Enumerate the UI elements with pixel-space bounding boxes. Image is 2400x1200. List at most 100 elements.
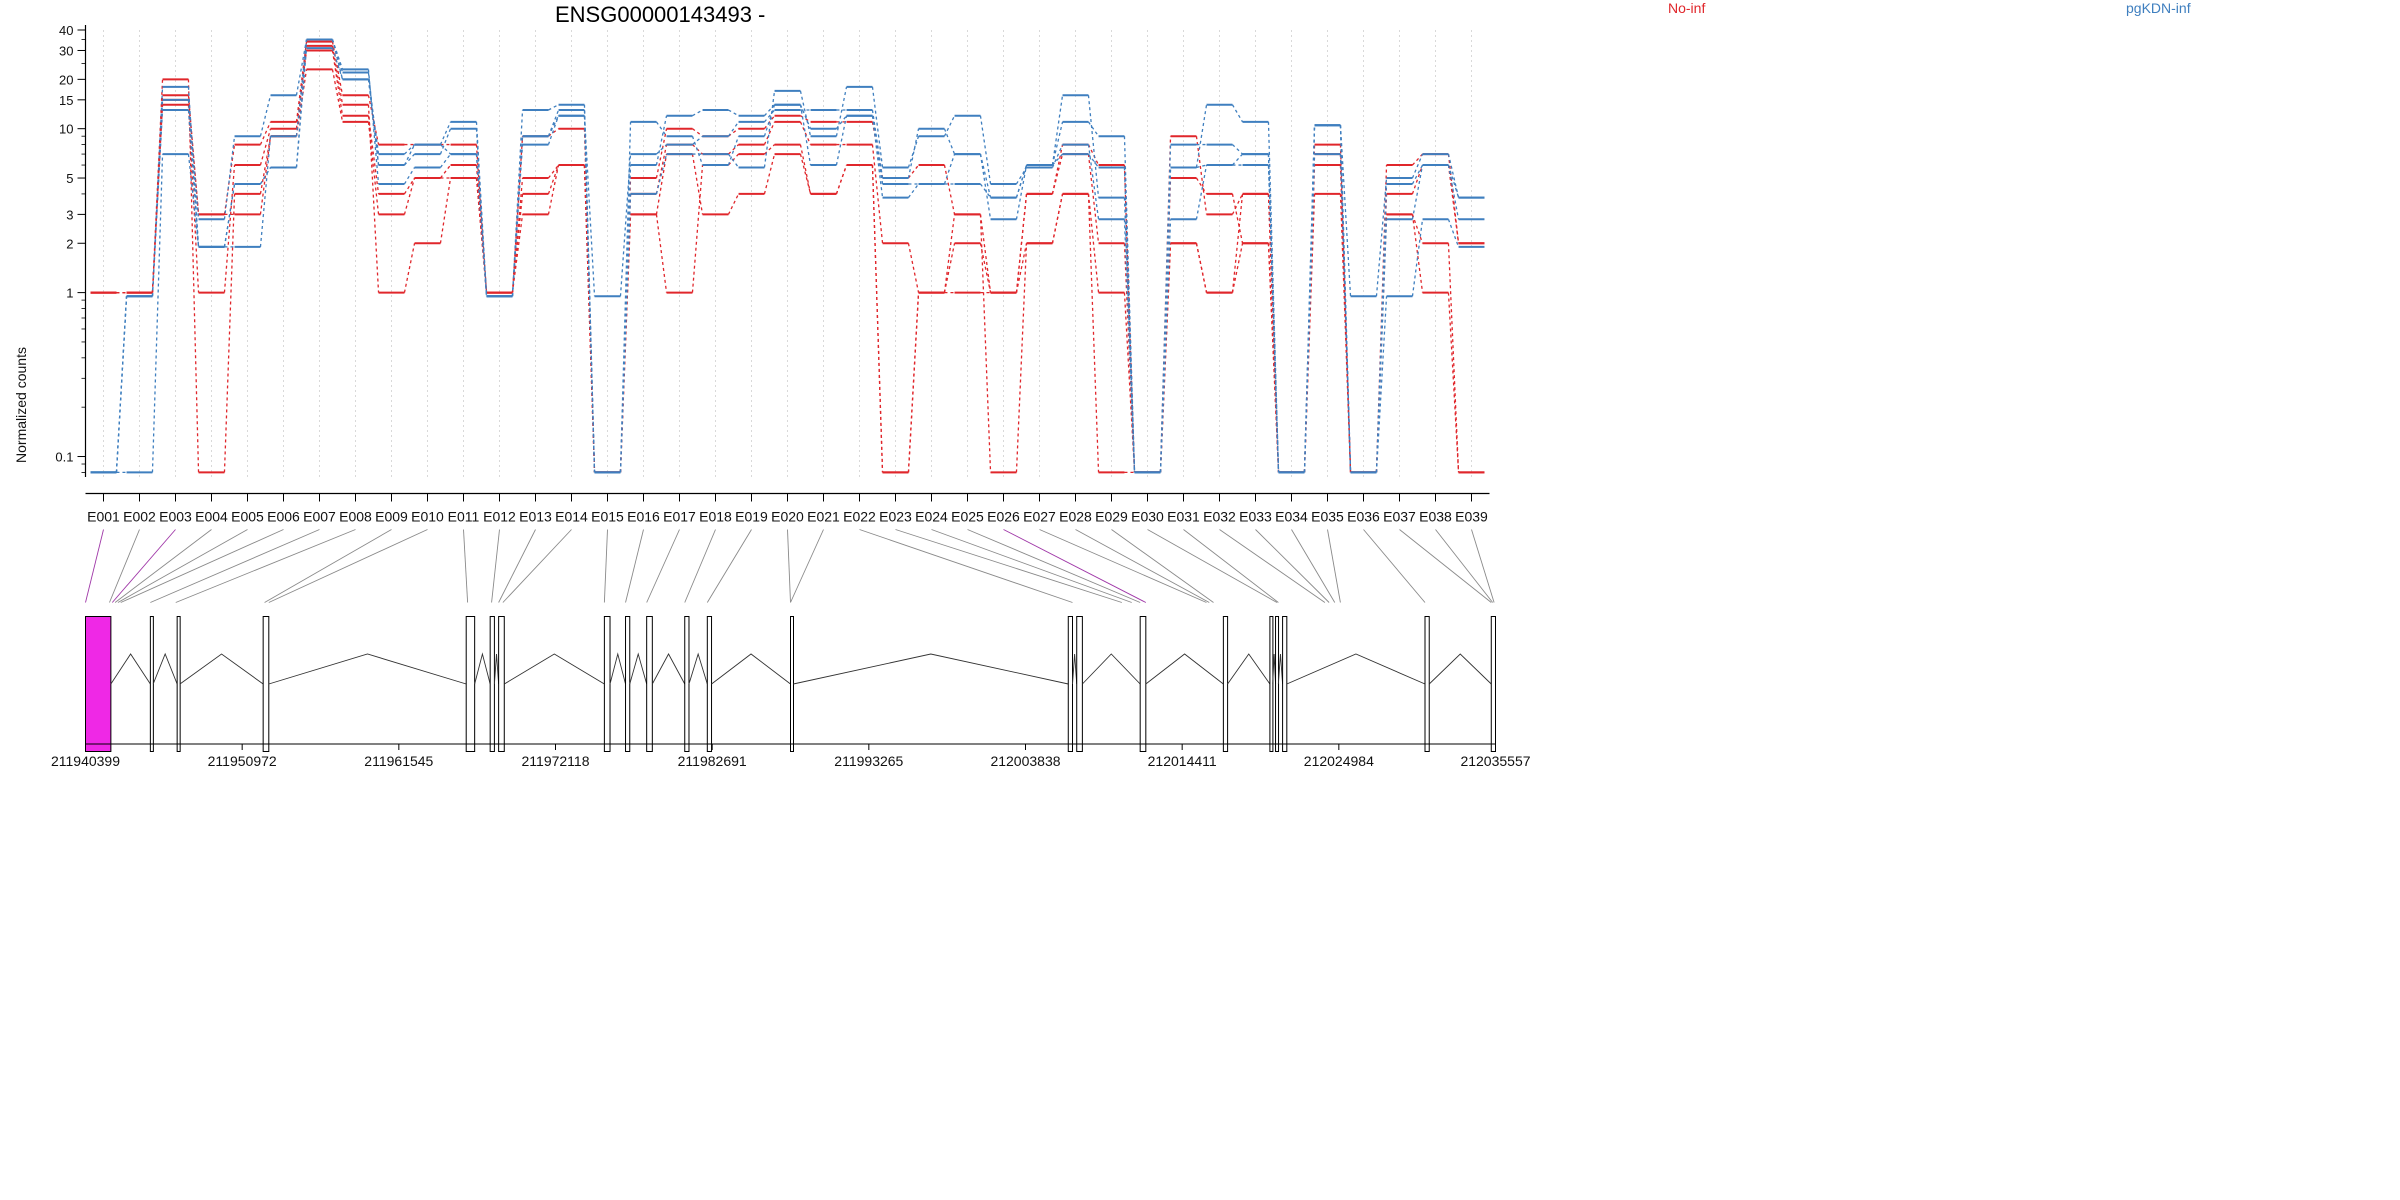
connector [1411,214,1424,244]
connector [439,121,452,145]
intron [1428,653,1492,685]
connector [295,69,308,137]
exon-block [706,616,713,752]
x-tick-label: E029 [1095,509,1128,525]
connector-E034 [1291,529,1336,603]
connector [223,144,236,215]
intron [1072,653,1078,685]
chart-title: ENSG00000143493 - [555,2,765,27]
y-tick-label: 3 [66,207,73,222]
connector-E006 [120,529,284,603]
connector [547,164,560,195]
connector [1303,125,1316,473]
connector [1267,243,1280,473]
x-tick-label: E031 [1167,509,1200,525]
connector [943,164,956,215]
connector [1231,193,1244,244]
intron [110,653,151,685]
x-tick-label: E021 [807,509,840,525]
connector [1447,219,1460,248]
connector-E037 [1399,529,1492,603]
connector [259,136,272,215]
connector [799,104,812,129]
connector-E011 [463,529,469,603]
coord-tick-label: 212035557 [1460,753,1530,769]
connector [727,153,740,168]
connector [1087,144,1100,220]
connector [728,109,739,117]
connector [151,109,164,297]
connector-E015 [603,529,608,603]
exon-block [790,616,794,752]
connector [403,167,416,185]
connector [907,164,920,179]
connector [655,128,668,179]
connector [259,121,272,145]
x-tick-label: E002 [123,509,156,525]
connector [404,144,415,155]
connector [223,193,236,473]
connector-E021 [790,529,824,603]
connector [259,95,272,137]
x-tick-label: E028 [1059,509,1092,525]
connector [692,135,703,146]
connector [1303,165,1316,473]
connector [403,153,416,166]
connector [871,144,884,244]
connector-E035 [1327,529,1341,603]
connector-E016 [625,529,644,603]
x-tick-label: E014 [555,509,588,525]
connector [655,153,668,215]
connector-E009 [264,529,392,603]
y-tick-label: 20 [59,72,73,87]
connector [331,39,344,70]
connector [727,153,740,166]
connector [692,128,703,137]
connector [187,79,200,473]
connector-E010 [268,529,428,603]
connector [799,90,812,137]
connector-E038 [1435,529,1494,603]
intron [474,652,491,685]
exon-block [176,616,181,752]
connector [835,115,848,166]
connector-E031 [1183,529,1279,603]
connector [1015,193,1028,293]
connector [835,115,848,130]
connector [583,165,596,473]
connector [1159,167,1172,473]
intron [504,653,605,685]
y-axis-label: Normalized counts [13,347,29,463]
connector [583,109,596,473]
connector [691,135,704,166]
connector [367,79,380,166]
x-tick-label: E036 [1347,509,1380,525]
exon-block [149,616,154,752]
connector-E022 [859,529,1073,603]
connector [583,115,596,297]
connector [1447,292,1460,473]
connector-E002 [109,529,140,603]
x-tick-label: E001 [87,509,120,525]
x-tick-label: E033 [1239,509,1272,525]
connector [1195,136,1208,215]
connector [1015,243,1028,293]
exon-block [684,616,690,752]
intron [1145,653,1224,685]
connector [979,214,992,293]
exon-block [603,616,611,752]
coord-tick-label: 211961545 [364,753,433,769]
coord-tick-label: 211972118 [522,753,590,769]
connector [763,90,776,168]
coord-tick-label: 211940399 [51,753,120,769]
x-tick-label: E011 [448,509,480,525]
coord-tick-label: 212024984 [1304,753,1374,769]
connector [979,153,992,220]
connector [223,136,236,220]
connector [871,86,884,168]
connector [727,121,740,137]
intron [268,653,467,685]
connector [439,128,452,155]
connector [1231,153,1244,166]
